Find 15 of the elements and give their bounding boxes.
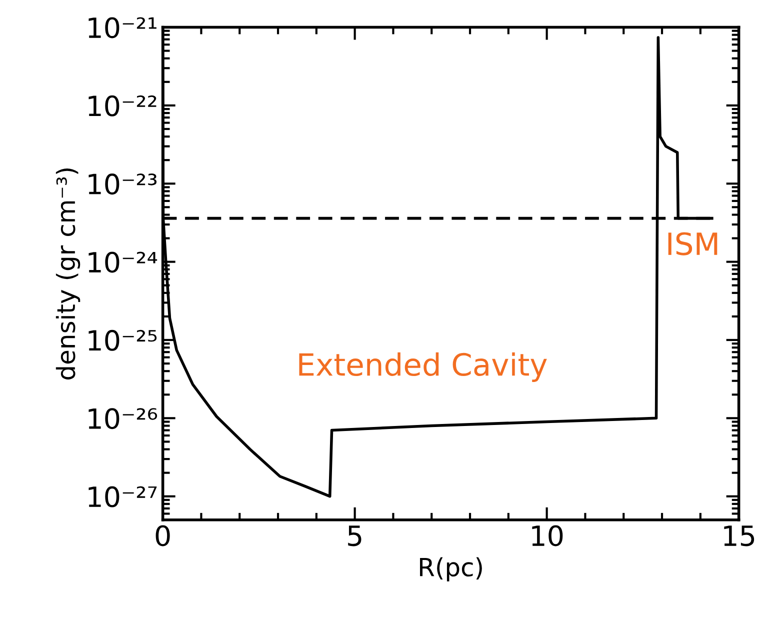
y-axis-title: density (gr cm⁻³) xyxy=(56,168,80,380)
x-axis-title: R(pc) xyxy=(420,557,482,582)
y-tick-label: 10⁻²² xyxy=(88,95,156,116)
annotation: Extended Cavity xyxy=(299,352,547,382)
y-tick-label: 10⁻²¹ xyxy=(88,17,156,38)
y-tick-label: 10⁻²⁴ xyxy=(88,252,158,273)
y-tick-label: 10⁻²⁵ xyxy=(88,330,157,351)
x-tick-label: 10 xyxy=(532,525,563,546)
x-tick-label: 0 xyxy=(156,525,170,546)
y-tick-label: 10⁻²⁷ xyxy=(88,486,157,508)
x-tick-label: 15 xyxy=(724,526,754,546)
x-tick-label: 5 xyxy=(348,526,362,546)
y-tick-label: 10⁻²³ xyxy=(88,174,157,195)
annotation: ISM xyxy=(668,232,718,256)
y-tick-label: 10⁻²⁶ xyxy=(88,408,158,430)
